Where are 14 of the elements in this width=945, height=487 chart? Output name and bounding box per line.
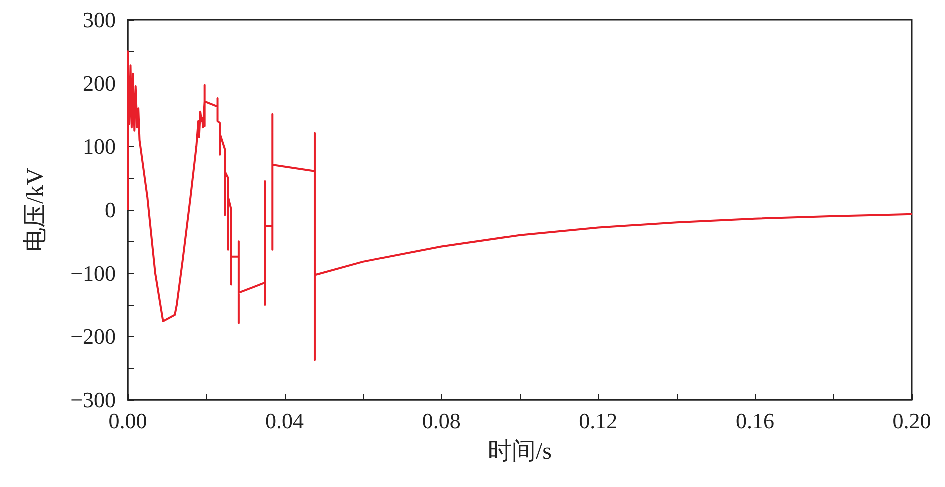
y-axis-title: 电压/kV bbox=[23, 167, 49, 252]
x-tick-label: 0.12 bbox=[579, 408, 618, 434]
x-axis-title: 时间/s bbox=[488, 439, 552, 465]
line-series bbox=[127, 50, 913, 362]
y-tick-label: 0 bbox=[105, 198, 116, 222]
y-tick-label: 100 bbox=[83, 134, 116, 160]
y-tick-label: 300 bbox=[83, 8, 116, 32]
x-tick-label: 0.20 bbox=[892, 408, 932, 434]
y-tick-label: −200 bbox=[70, 324, 116, 350]
y-tick-label: −100 bbox=[70, 260, 116, 286]
x-tick-label: 0.16 bbox=[736, 408, 774, 434]
y-tick-label: 200 bbox=[83, 70, 116, 96]
x-tick-label: 0.04 bbox=[266, 408, 304, 434]
x-tick-label: 0.08 bbox=[422, 408, 461, 434]
